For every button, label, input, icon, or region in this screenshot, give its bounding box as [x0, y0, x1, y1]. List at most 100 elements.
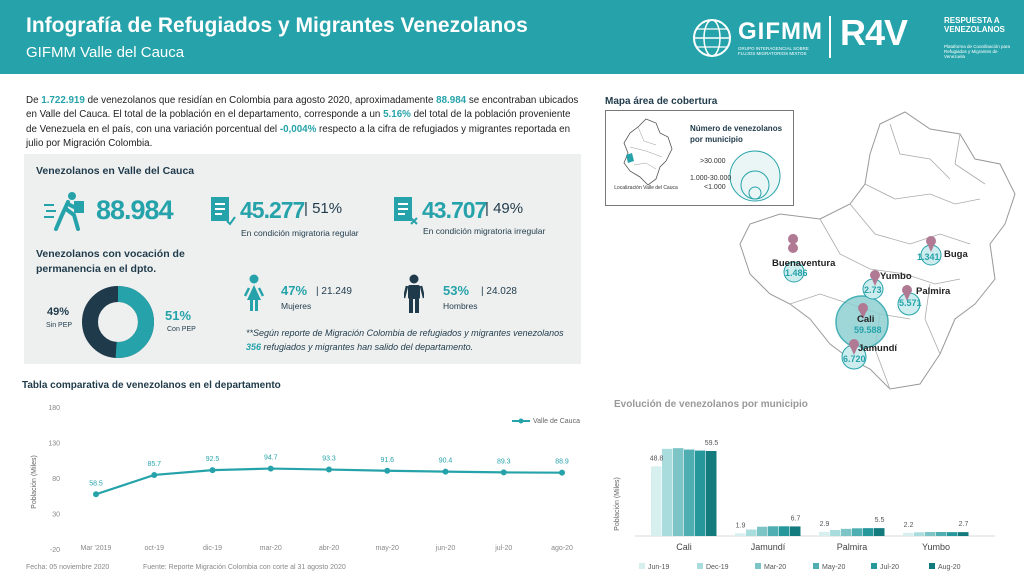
men-label: Hombres: [443, 301, 478, 311]
value-buenaventura: 1.486: [785, 268, 808, 278]
line-point-label: 88.9: [555, 459, 569, 466]
r4v-logo: R4V: [840, 12, 908, 53]
line-point: [500, 469, 507, 476]
legend-bubbles: [729, 150, 781, 202]
y-tick-label: 80: [52, 476, 60, 483]
bar-jun-19: [819, 531, 830, 536]
women-count: | 21.249: [316, 286, 352, 297]
note-text: **Según reporte de Migración Colombia de…: [246, 328, 564, 338]
city-buga: Buga: [944, 249, 968, 260]
intro-paragraph: De 1.722.919 de venezolanos que residían…: [26, 94, 581, 152]
bar-dec-19: [746, 529, 757, 536]
bar-category-label: Palmira: [837, 542, 868, 552]
intro-text: se encontraban ubicados en Valle del Cau…: [26, 95, 579, 121]
bar-jun-19: [651, 466, 662, 536]
header-banner: Infografía de Refugiados y Migrantes Ven…: [0, 0, 1024, 74]
map-legend: Localización Valle del Cauca Número de v…: [605, 110, 794, 206]
irregular-label: En condición migratoria irregular: [423, 226, 546, 236]
y-tick-label: 30: [52, 512, 60, 519]
city-jamundi: Jamundí: [858, 343, 898, 354]
line-point-label: 89.3: [497, 458, 511, 465]
bar-value-label: 2.2: [904, 522, 914, 529]
con-pep-pct: 51%: [165, 308, 192, 323]
x-tick-label: may-20: [376, 545, 399, 552]
bar-legend-label: Mar-20: [764, 564, 786, 571]
bar-legend-swatch: [813, 563, 819, 569]
bar-aug-20: [790, 526, 801, 536]
value-yumbo: 2.73: [864, 285, 882, 295]
total-venezuelans: 88.984: [96, 195, 174, 225]
intro-text: del total de la población proveniente de…: [26, 109, 571, 135]
note-number: 356: [246, 342, 262, 352]
line-point: [209, 467, 216, 474]
line-chart-title: Tabla comparativa de venezolanos en el d…: [22, 380, 281, 391]
line-legend-label: Valle de Cauca: [533, 418, 580, 425]
line-point-label: 92.5: [206, 456, 220, 463]
intro-total: 1.722.919: [41, 95, 85, 106]
page-title: Infografía de Refugiados y Migrantes Ven…: [26, 14, 528, 37]
legend-item-small: <1.000: [704, 184, 726, 191]
value-cali: 59.588: [854, 325, 882, 335]
line-point: [559, 469, 565, 476]
gifmm-logo-text: GIFMM: [738, 18, 823, 45]
summary-title: Venezolanos en Valle del Cauca: [36, 165, 195, 177]
bar-dec-19: [914, 532, 925, 536]
footer-source: Fuente: Reporte Migración Colombia con c…: [143, 564, 346, 571]
bar-value-label: 2.9: [820, 521, 830, 528]
bar-may-20: [768, 526, 779, 536]
bar-aug-20: [706, 451, 717, 536]
woman-icon: [244, 274, 264, 311]
migrant-walking-icon: [44, 192, 84, 231]
legend-item-large: >30.000: [700, 158, 726, 165]
bar-legend-swatch: [871, 563, 877, 569]
line-point: [151, 471, 158, 478]
regular-label: En condición migratoria regular: [241, 228, 359, 238]
colombia-locator-map: [623, 118, 673, 186]
city-yumbo: Yumbo: [880, 271, 912, 282]
map-bubble-buenaventura: [783, 261, 805, 283]
irregular-count: 43.707: [422, 197, 487, 223]
line-chart-ylabel: Población (Miles): [31, 455, 38, 509]
note-text: refugiados y migrantes han salido del de…: [261, 342, 474, 352]
bar-value-label: 6.7: [791, 515, 801, 522]
bar-value-label: 1.9: [736, 522, 746, 529]
bar-legend-swatch: [697, 563, 703, 569]
city-palmira: Palmira: [916, 286, 951, 297]
line-point: [326, 466, 332, 473]
line-point-label: 85.7: [147, 461, 161, 468]
bar-jun-19: [735, 533, 746, 536]
bar-value-label: 5.5: [875, 517, 885, 524]
intro-text: de venezolanos que residían en Colombia …: [84, 95, 437, 106]
bar-legend-swatch: [929, 563, 935, 569]
y-tick-label: 180: [48, 405, 60, 412]
map-title: Mapa área de cobertura: [605, 96, 718, 107]
x-tick-label: jun-20: [435, 545, 456, 552]
bar-aug-20: [958, 532, 969, 536]
line-legend-marker: [518, 418, 524, 424]
bar-legend-label: Jun-19: [648, 564, 670, 571]
line-point: [384, 467, 391, 474]
line-point-label: 91.6: [380, 457, 394, 464]
gifmm-logo: GIFMM GRUPO INTERAGENCIAL SOBRE FLUJOS M…: [690, 16, 823, 60]
bar-jul-20: [695, 450, 706, 536]
x-tick-label: dic-19: [203, 545, 222, 552]
bar-chart-title: Evolución de venezolanos por municipio: [614, 399, 808, 410]
legend-item-medium: 1.000-30.000: [690, 175, 732, 182]
city-buenaventura: Buenaventura: [772, 258, 836, 269]
line-point: [442, 468, 449, 475]
bar-may-20: [936, 532, 947, 536]
intro-text: De: [26, 95, 42, 106]
document-check-icon: [211, 197, 236, 226]
line-chart: Población (Miles) 180 130 80 30 -20 Mar '201…: [31, 405, 580, 554]
regular-count: 45.277: [240, 197, 305, 223]
globe-icon: [693, 19, 731, 57]
bar-category-label: Yumbo: [922, 542, 950, 552]
bar-dec-19: [662, 448, 673, 536]
bar-mar-20: [925, 532, 936, 536]
gifmm-logo-small: GRUPO INTERAGENCIAL SOBRE FLUJOS MIGRATO…: [738, 46, 809, 56]
footer-date: Fecha: 05 noviembre 2020: [26, 564, 110, 571]
women-label: Mujeres: [281, 301, 312, 311]
bar-legend-swatch: [639, 563, 645, 569]
intro-text: respecto a la cifra de refugiados y migr…: [26, 123, 571, 150]
line-point-label: 94.7: [264, 455, 278, 462]
